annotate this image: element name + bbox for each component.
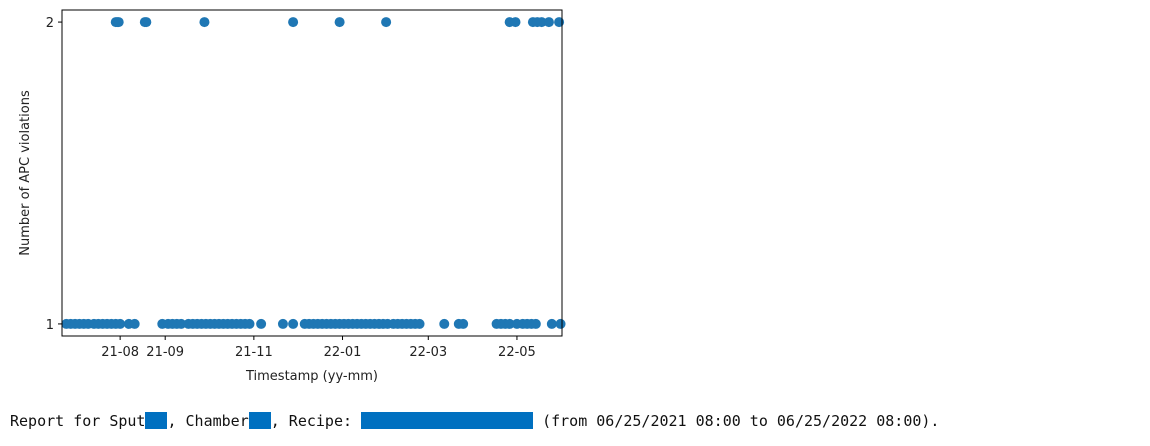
report-chamber-text: , Chamber	[167, 412, 249, 430]
data-point	[113, 17, 124, 28]
redacted-chamber-id	[248, 412, 271, 429]
x-tick-label: 21-11	[235, 345, 273, 360]
redacted-recipe-name	[361, 412, 534, 429]
data-point	[334, 17, 345, 28]
data-point	[536, 17, 547, 28]
data-point	[381, 17, 392, 28]
data-point	[504, 318, 515, 329]
redacted-sput-id	[145, 412, 168, 429]
data-point	[288, 318, 299, 329]
data-points	[61, 17, 566, 329]
data-point	[277, 318, 288, 329]
data-point	[244, 318, 255, 329]
data-point	[256, 318, 267, 329]
data-point	[555, 318, 566, 329]
x-tick-label: 21-09	[146, 345, 184, 360]
data-point	[530, 318, 541, 329]
report-caption: Report for Sput , Chamber , Recipe: (from …	[10, 412, 939, 430]
y-axis-label: Number of APC violations	[18, 90, 33, 256]
data-point	[543, 17, 554, 28]
data-point	[115, 318, 126, 329]
x-axis-ticks: 21-08 21-09 21-11 22-01 22-03 22-05	[101, 336, 536, 360]
plot-frame	[61, 9, 563, 337]
scatter-chart: 21-08 21-09 21-11 22-01 22-03 22-05 12 Timest…	[18, 9, 566, 384]
data-point	[458, 318, 469, 329]
x-axis-label: Timestamp (yy-mm)	[245, 369, 378, 384]
y-tick-label: 2	[46, 16, 54, 31]
data-point	[176, 318, 187, 329]
x-tick-label: 21-08	[101, 345, 139, 360]
data-point	[554, 17, 565, 28]
report-range-text: (from 06/25/2021 08:00 to 06/25/2022 08:…	[533, 412, 940, 430]
report-prefix: Report for Sput	[10, 412, 146, 430]
data-point	[129, 318, 140, 329]
data-point	[510, 17, 521, 28]
data-point	[199, 17, 210, 28]
data-point	[141, 17, 152, 28]
data-point	[546, 318, 557, 329]
report-recipe-text: , Recipe:	[270, 412, 362, 430]
x-tick-label: 22-03	[409, 345, 447, 360]
data-point	[288, 17, 299, 28]
x-tick-label: 22-01	[324, 345, 362, 360]
y-axis-ticks: 12	[46, 16, 62, 333]
data-point	[439, 318, 450, 329]
data-point	[414, 318, 425, 329]
y-tick-label: 1	[46, 318, 54, 333]
x-tick-label: 22-05	[498, 345, 536, 360]
